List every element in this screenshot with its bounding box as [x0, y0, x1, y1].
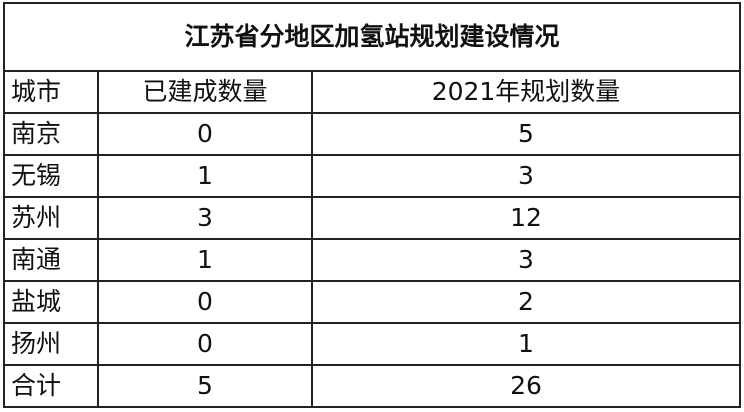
title-row: 江苏省分地区加氢站规划建设情况 [3, 2, 741, 72]
cell-city: 无锡 [3, 154, 99, 198]
cell-planned: 2 [311, 280, 741, 324]
table-row: 无锡 1 3 [3, 154, 741, 198]
cell-city: 盐城 [3, 280, 99, 324]
cell-planned: 5 [311, 112, 741, 156]
header-city: 城市 [3, 70, 99, 114]
cell-city: 扬州 [3, 322, 99, 366]
table-row: 扬州 0 1 [3, 322, 741, 366]
table-row: 盐城 0 2 [3, 280, 741, 324]
header-built: 已建成数量 [97, 70, 313, 114]
cell-planned: 3 [311, 154, 741, 198]
cell-city: 合计 [3, 364, 99, 408]
cell-city: 南通 [3, 238, 99, 282]
table-row: 南京 0 5 [3, 112, 741, 156]
hydrogen-station-table: 江苏省分地区加氢站规划建设情况 城市 已建成数量 2021年规划数量 南京 0 5 无… [3, 2, 741, 408]
cell-planned: 26 [311, 364, 741, 408]
cell-city: 苏州 [3, 196, 99, 240]
table-title: 江苏省分地区加氢站规划建设情况 [3, 2, 741, 72]
total-row: 合计 5 26 [3, 364, 741, 408]
header-planned-2021: 2021年规划数量 [311, 70, 741, 114]
cell-planned: 3 [311, 238, 741, 282]
table-row: 苏州 3 12 [3, 196, 741, 240]
cell-planned: 1 [311, 322, 741, 366]
cell-built: 5 [97, 364, 313, 408]
cell-built: 0 [97, 280, 313, 324]
cell-planned: 12 [311, 196, 741, 240]
cell-built: 0 [97, 112, 313, 156]
cell-built: 1 [97, 154, 313, 198]
cell-city: 南京 [3, 112, 99, 156]
cell-built: 0 [97, 322, 313, 366]
cell-built: 1 [97, 238, 313, 282]
table-row: 南通 1 3 [3, 238, 741, 282]
cell-built: 3 [97, 196, 313, 240]
header-row: 城市 已建成数量 2021年规划数量 [3, 70, 741, 114]
